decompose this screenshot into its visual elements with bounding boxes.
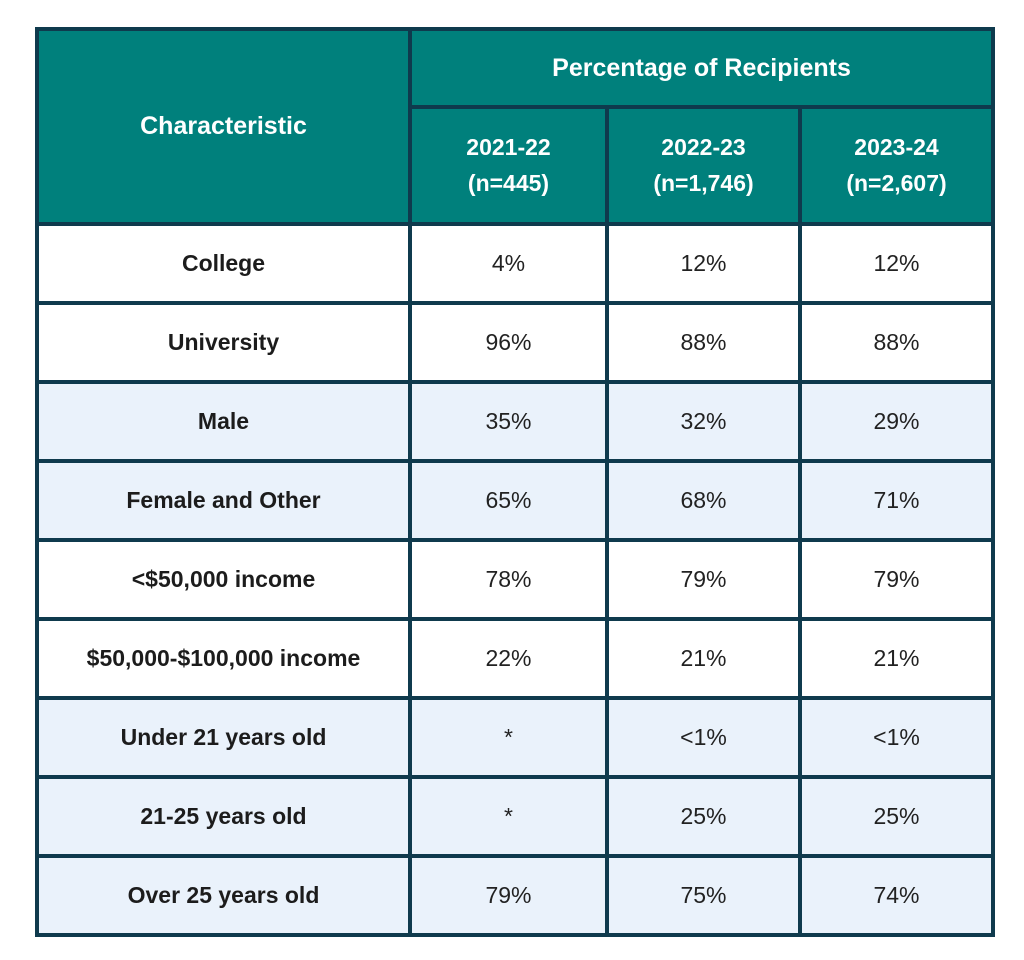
- header-col-n: (n=1,746): [653, 169, 754, 196]
- value-cell: 79%: [798, 538, 995, 621]
- header-col-year: 2022-23: [661, 133, 746, 160]
- value-cell: 88%: [605, 301, 802, 384]
- header-col-2022-23: 2022-23 (n=1,746): [605, 105, 802, 226]
- value-cell: 71%: [798, 459, 995, 542]
- value-cell: 88%: [798, 301, 995, 384]
- value-cell: 79%: [605, 538, 802, 621]
- value-cell: 74%: [798, 854, 995, 937]
- value-cell: 21%: [798, 617, 995, 700]
- header-col-n: (n=445): [467, 169, 550, 196]
- value-cell: 65%: [408, 459, 609, 542]
- row-label: Under 21 years old: [35, 696, 412, 779]
- value-cell: 12%: [605, 222, 802, 305]
- row-label: Male: [35, 380, 412, 463]
- value-cell: 25%: [798, 775, 995, 858]
- table-row-under-21: Under 21 years old * <1% <1%: [35, 696, 995, 779]
- table-row-50000-100000-income: $50,000-$100,000 income 22% 21% 21%: [35, 617, 995, 700]
- header-col-2023-24: 2023-24 (n=2,607): [798, 105, 995, 226]
- value-cell: 12%: [798, 222, 995, 305]
- value-cell: 29%: [798, 380, 995, 463]
- header-percentage-of-recipients: Percentage of Recipients: [408, 27, 995, 109]
- value-cell: 79%: [408, 854, 609, 937]
- table-row-female-and-other: Female and Other 65% 68% 71%: [35, 459, 995, 542]
- row-label: Female and Other: [35, 459, 412, 542]
- value-cell: 4%: [408, 222, 609, 305]
- value-cell: 32%: [605, 380, 802, 463]
- table-row-college: College 4% 12% 12%: [35, 222, 995, 305]
- header-col-year: 2021-22: [466, 133, 551, 160]
- header-col-n: (n=2,607): [846, 169, 947, 196]
- row-label: Over 25 years old: [35, 854, 412, 937]
- value-cell: <1%: [605, 696, 802, 779]
- row-label: University: [35, 301, 412, 384]
- value-cell: 35%: [408, 380, 609, 463]
- value-cell: 22%: [408, 617, 609, 700]
- table-header: Characteristic Percentage of Recipients …: [35, 27, 995, 226]
- value-cell: <1%: [798, 696, 995, 779]
- table-row-male: Male 35% 32% 29%: [35, 380, 995, 463]
- recipients-table-container: Characteristic Percentage of Recipients …: [35, 27, 995, 937]
- header-col-2021-22: 2021-22 (n=445): [408, 105, 609, 226]
- value-cell: 21%: [605, 617, 802, 700]
- table-row-21-25: 21-25 years old * 25% 25%: [35, 775, 995, 858]
- table-row-under-50000-income: <$50,000 income 78% 79% 79%: [35, 538, 995, 621]
- row-label: <$50,000 income: [35, 538, 412, 621]
- value-cell: 78%: [408, 538, 609, 621]
- value-cell: 68%: [605, 459, 802, 542]
- header-characteristic: Characteristic: [35, 27, 412, 226]
- value-cell: *: [408, 696, 609, 779]
- table-body: College 4% 12% 12% University 96% 88% 88…: [35, 222, 995, 937]
- value-cell: 25%: [605, 775, 802, 858]
- table-row-over-25: Over 25 years old 79% 75% 74%: [35, 854, 995, 937]
- row-label: College: [35, 222, 412, 305]
- row-label: $50,000-$100,000 income: [35, 617, 412, 700]
- value-cell: 96%: [408, 301, 609, 384]
- table-row-university: University 96% 88% 88%: [35, 301, 995, 384]
- header-col-year: 2023-24: [854, 133, 939, 160]
- value-cell: *: [408, 775, 609, 858]
- recipients-table: Characteristic Percentage of Recipients …: [35, 27, 995, 937]
- row-label: 21-25 years old: [35, 775, 412, 858]
- value-cell: 75%: [605, 854, 802, 937]
